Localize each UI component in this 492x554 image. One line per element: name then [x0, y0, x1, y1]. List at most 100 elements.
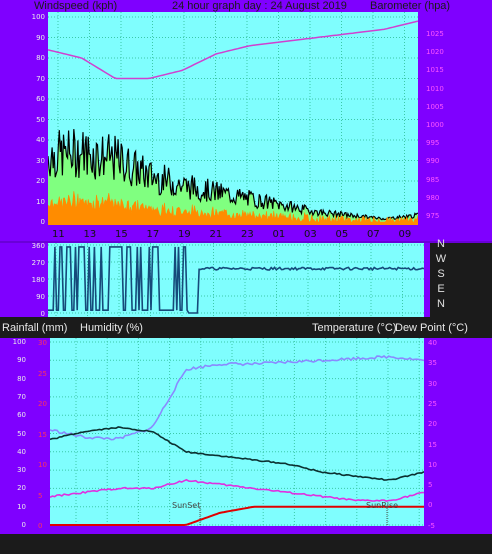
rainfall-tick: 15: [38, 430, 47, 439]
time-tick: 19: [178, 229, 191, 240]
humidity-tick: 30: [17, 466, 26, 475]
humidity-tick: 90: [17, 356, 26, 365]
rainfall-title: Rainfall (mm): [2, 322, 68, 334]
wind-direction-tick: 180: [31, 276, 45, 284]
temperature-tick: 5: [428, 481, 433, 490]
time-tick: 17: [146, 229, 160, 240]
humidity-tick: 50: [17, 429, 26, 438]
wind-barometer-plot: [48, 12, 418, 225]
barometer-tick: 1000: [426, 121, 444, 129]
time-tick: 13: [83, 229, 97, 240]
barometer-tick: 995: [426, 139, 440, 148]
temperature-tick: -5: [428, 521, 435, 530]
temperature-tick: 30: [428, 379, 437, 388]
windspeed-title: Windspeed (kph): [34, 0, 118, 12]
barometer-tick: 1005: [426, 102, 444, 111]
rainfall-tick: 5: [38, 491, 43, 500]
windspeed-tick: 60: [36, 95, 45, 103]
windspeed-tick: 70: [36, 74, 45, 83]
humidity-tick: 10: [17, 502, 26, 511]
windspeed-tick: 80: [36, 54, 45, 62]
temperature-humidity-plot: SunSet SunRise: [50, 338, 424, 526]
temperature-tick: 10: [428, 460, 437, 469]
temperature-tick: 0: [428, 501, 433, 510]
barometer-tick: 990: [426, 157, 440, 166]
time-tick: 21: [209, 229, 223, 240]
bottom-header-band: [0, 317, 492, 338]
temperature-series: [50, 426, 424, 481]
sunrise-label: SunRise: [366, 501, 398, 510]
rainfall-tick: 25: [38, 369, 47, 378]
time-tick: 03: [304, 229, 317, 240]
wind-lull-area: [48, 191, 418, 225]
humidity-tick: 80: [17, 374, 26, 383]
time-tick: 07: [367, 229, 380, 240]
compass-label: N: [437, 238, 445, 250]
windspeed-tick: 40: [36, 136, 45, 144]
barometer-tick: 1025: [426, 30, 444, 38]
barometer-tick: 1015: [426, 66, 444, 75]
graph-day-title: 24 hour graph day : 24 August 2019: [172, 0, 347, 12]
humidity-tick: 20: [17, 484, 26, 493]
graph-separator: [0, 241, 492, 243]
windspeed-tick: 20: [36, 177, 45, 185]
time-tick: 09: [398, 229, 412, 240]
compass-label: E: [437, 283, 445, 295]
humidity-tick: 100: [12, 338, 26, 346]
rainfall-tick: 30: [38, 339, 47, 347]
top-header-band: [0, 0, 492, 12]
windspeed-tick: 100: [31, 13, 45, 21]
time-tick: 05: [335, 229, 349, 240]
windspeed-tick: 30: [36, 156, 45, 165]
sunset-label: SunSet: [172, 501, 200, 510]
humidity-tick: 60: [17, 411, 26, 420]
wind-direction-tick: 0: [40, 310, 45, 318]
barometer-title: Barometer (hpa): [370, 0, 451, 12]
time-tick: 01: [272, 229, 286, 240]
temperature-title: Temperature (°C): [312, 322, 397, 334]
humidity-tick: 40: [17, 447, 26, 456]
compass-label: S: [437, 268, 445, 280]
plot-background: [50, 338, 424, 526]
plot-background: [48, 243, 424, 317]
humidity-tick: 70: [17, 392, 26, 401]
temperature-tick: 25: [428, 399, 437, 408]
rainfall-tick: 20: [38, 400, 47, 408]
wind-direction-tick: 360: [31, 242, 45, 250]
humidity-title: Humidity (%): [80, 322, 143, 334]
compass-panel: [430, 243, 492, 317]
barometer-tick: 975: [426, 212, 440, 220]
time-tick: 23: [241, 229, 254, 240]
wind-direction-tick: 90: [36, 293, 45, 301]
temperature-tick: 20: [428, 420, 437, 429]
time-tick: 15: [115, 229, 128, 240]
wind-direction-svg: [48, 243, 424, 317]
wind-direction-series: [48, 246, 424, 314]
windspeed-tick: 50: [36, 115, 45, 124]
wind-direction-plot: [48, 243, 424, 317]
dewpoint-series: [50, 478, 424, 502]
windspeed-tick: 0: [40, 218, 45, 226]
barometer-series: [48, 20, 418, 80]
humidity-series: [50, 355, 424, 441]
time-tick: 11: [52, 229, 65, 240]
barometer-tick: 985: [426, 175, 440, 184]
windspeed-tick: 10: [36, 197, 45, 206]
rainfall-tick: 10: [38, 461, 47, 469]
windspeed-tick: 90: [36, 33, 45, 42]
barometer-tick: 1020: [426, 48, 444, 57]
humidity-tick: 0: [21, 521, 26, 529]
wind-barometer-svg: [48, 12, 418, 225]
rainfall-series: [50, 505, 424, 526]
barometer-tick: 1010: [426, 84, 444, 93]
dewpoint-title: Dew Point (°C): [395, 322, 468, 334]
footer-band: [0, 534, 492, 554]
temperature-humidity-svg: SunSet SunRise: [50, 338, 424, 526]
wind-gust-area: [48, 129, 418, 225]
compass-label: N: [437, 298, 445, 310]
temperature-tick: 40: [428, 339, 437, 347]
wind-direction-tick: 270: [31, 259, 45, 267]
rainfall-tick: 0: [38, 522, 43, 530]
compass-label: W: [435, 253, 447, 265]
barometer-tick: 980: [426, 193, 440, 202]
